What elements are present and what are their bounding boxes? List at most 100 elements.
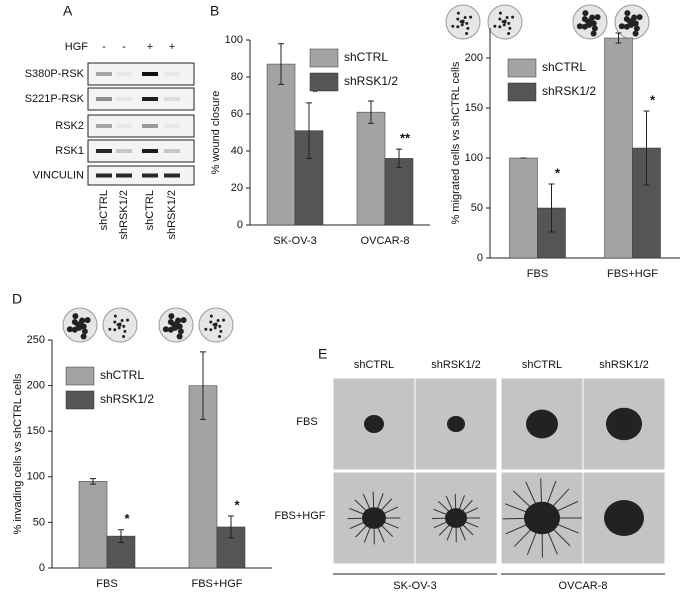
thumbnail-speck	[113, 320, 117, 324]
lane-label: shCTRL	[144, 190, 156, 230]
thumbnail-speck	[636, 14, 643, 21]
treatment-sign: -	[102, 41, 106, 53]
thumbnail-speck	[581, 15, 588, 22]
thumbnail-speck	[216, 318, 220, 322]
thumbnail-speck	[214, 323, 218, 327]
blot-row-label: VINCULIN	[33, 169, 84, 181]
thumbnail-speck	[589, 14, 596, 21]
lane-label: shRSK1/2	[118, 190, 130, 240]
thumbnail-speck	[168, 313, 175, 320]
thumbnail-speck	[122, 334, 126, 338]
blot-band	[164, 149, 180, 153]
thumbnail-speck	[505, 15, 509, 19]
thumbnail-speck	[456, 17, 460, 21]
y-axis-title: % migrated cells vs shCTRL cells	[450, 61, 462, 224]
significance: *	[650, 92, 656, 107]
error-bar	[306, 102, 312, 159]
row-label: FBS	[296, 416, 317, 428]
cell-line-label: SK-OV-3	[393, 580, 436, 592]
legend-swatch	[507, 82, 537, 102]
thumbnail-speck	[507, 31, 511, 35]
thumbnail-speck	[508, 26, 512, 30]
thumbnail-speck	[582, 10, 589, 17]
legend-swatch	[65, 366, 95, 386]
cell-line-label: OVCAR-8	[559, 580, 608, 592]
thumbnail-speck	[204, 327, 208, 331]
spheroid	[364, 415, 384, 433]
thumbnail-speck	[460, 23, 464, 27]
blot-band	[116, 97, 132, 101]
thumbnail-speck	[632, 30, 639, 37]
thumbnail-speck	[629, 19, 635, 25]
thumbnail-speck	[493, 24, 497, 28]
thumbnail-speck	[173, 322, 179, 328]
blot-band	[164, 97, 180, 101]
thumbnail-speck	[213, 326, 217, 330]
thumbnail-speck	[503, 20, 507, 24]
significance: *	[555, 165, 561, 180]
treatment-sign: -	[122, 41, 126, 53]
blot-band	[96, 97, 112, 101]
thumbnail-speck	[218, 324, 222, 328]
treatment-label: HGF	[65, 41, 89, 53]
y-tick-label: 100	[27, 471, 45, 483]
error-bar	[396, 148, 402, 169]
thumbnail-speck	[576, 23, 583, 30]
thumbnail-speck	[84, 317, 91, 324]
column-label: shRSK1/2	[431, 359, 481, 371]
thumbnail-speck	[222, 318, 226, 322]
blot-band	[142, 124, 158, 128]
blot-band	[96, 124, 112, 128]
thumbnail-speck	[451, 24, 455, 28]
bar	[604, 37, 633, 259]
y-tick-label: 80	[231, 71, 243, 83]
thumbnail-speck	[507, 21, 511, 25]
thumbnail-speck	[218, 334, 222, 338]
y-tick-label: 100	[465, 152, 483, 164]
thumbnail-speck	[511, 15, 515, 19]
thumbnail-speck	[469, 15, 473, 19]
spheroid	[606, 407, 642, 441]
significance: *	[124, 511, 130, 526]
y-tick-label: 200	[27, 380, 45, 392]
thumbnail-speck	[167, 318, 174, 325]
spheroid	[447, 415, 465, 433]
blot-row-label: RSK2	[55, 120, 84, 132]
blot-frame	[87, 87, 195, 111]
legend-swatch	[309, 48, 339, 68]
thumbnail-speck	[66, 326, 73, 333]
y-tick-label: 50	[471, 202, 483, 214]
thumbnail-speck	[113, 314, 117, 318]
y-tick-label: 100	[225, 34, 243, 46]
thumbnail-speck	[108, 327, 112, 331]
spheroid	[445, 508, 467, 528]
thumbnail-speck	[72, 313, 79, 320]
error-bar	[368, 100, 374, 124]
legend-label: shRSK1/2	[542, 84, 596, 98]
blot-band	[164, 72, 180, 76]
blot-frame	[87, 62, 195, 86]
blot-row-label: RSK1	[55, 145, 84, 157]
legend-label: shRSK1/2	[344, 74, 398, 88]
thumbnail-speck	[461, 20, 465, 24]
bar	[78, 481, 108, 569]
blot-band	[116, 173, 132, 178]
treatment-sign: +	[169, 41, 175, 53]
blot-band	[96, 149, 112, 153]
blot-frame	[87, 114, 195, 138]
lane-label: shCTRL	[98, 190, 110, 230]
bar	[509, 157, 538, 259]
thumbnail-speck	[77, 322, 83, 328]
thumbnail-speck	[176, 333, 183, 340]
spheroid	[526, 409, 558, 439]
blot-band	[96, 173, 112, 178]
blot-band	[164, 124, 180, 128]
blot-frame	[87, 165, 195, 186]
error-bar	[118, 529, 124, 543]
spheroid	[524, 501, 560, 535]
thumbnail-speck	[180, 317, 187, 324]
blot-row-label: S221P-RSK	[25, 93, 85, 105]
y-tick-label: 0	[477, 252, 483, 264]
thumbnail-speck	[618, 23, 625, 30]
